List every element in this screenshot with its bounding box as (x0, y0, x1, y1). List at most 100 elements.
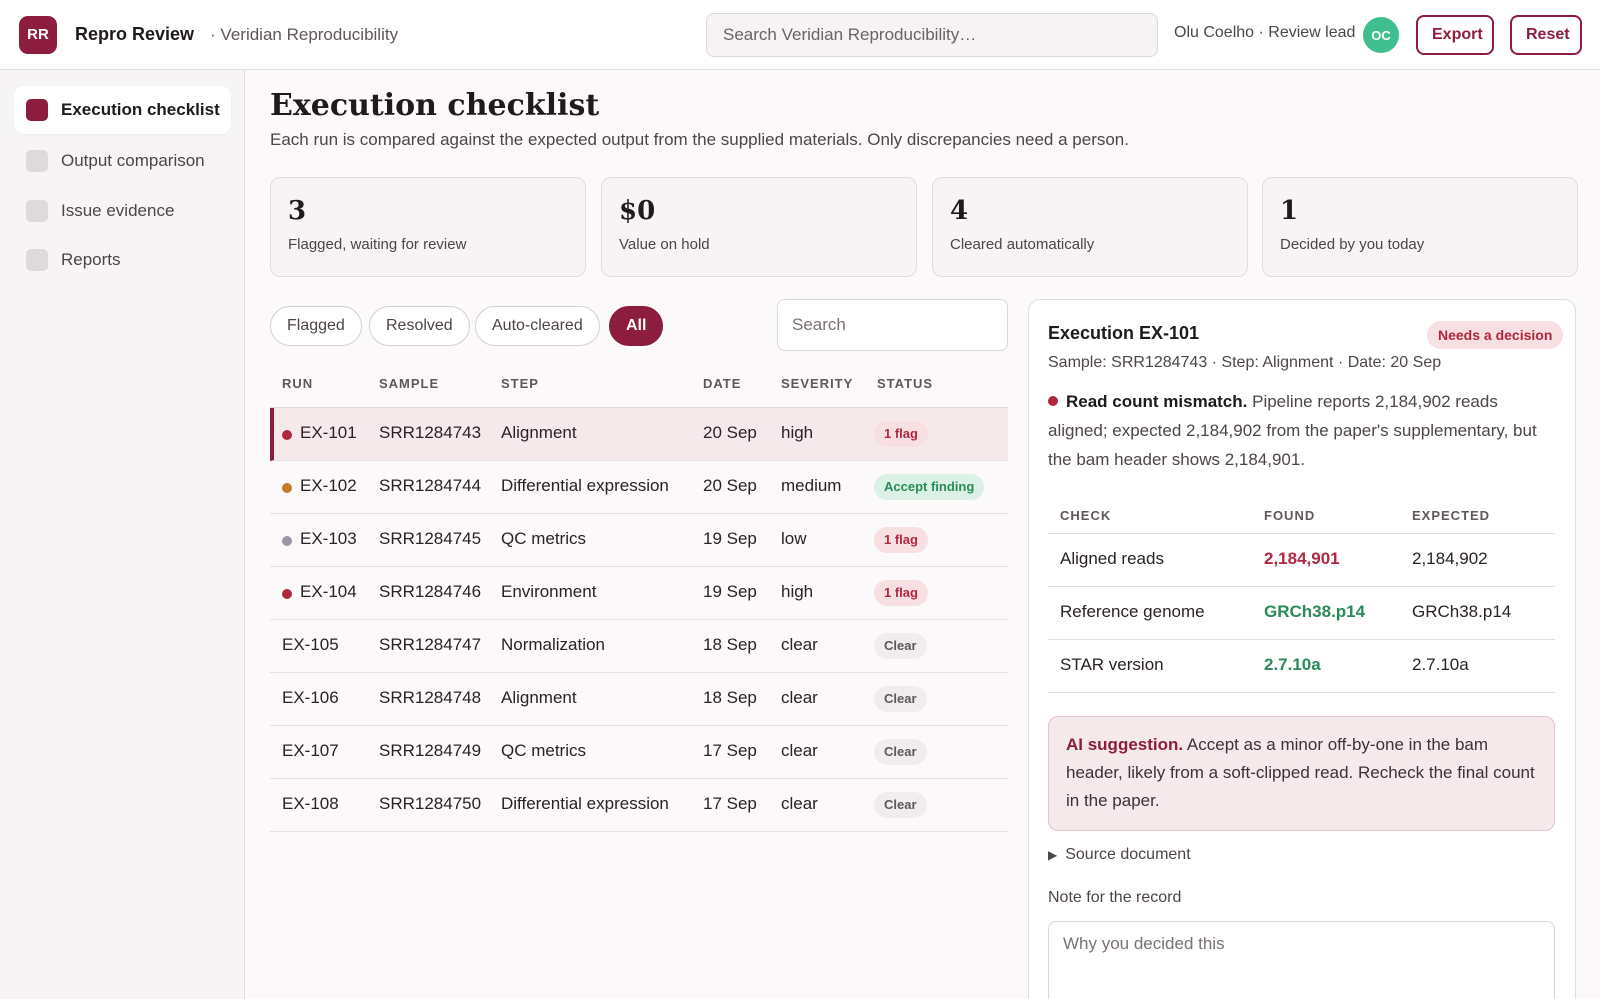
cell-severity: medium (781, 476, 842, 495)
user-name: Olu Coelho · Review lead (1174, 24, 1356, 41)
table-row[interactable]: EX-101 SRR1284743 Alignment 20 Sep high 1 fla… (270, 408, 1008, 461)
cell-severity: clear (781, 741, 818, 760)
check-found: GRCh38.p14 (1264, 602, 1366, 621)
table-row[interactable]: EX-108 SRR1284750 Differential expression 1… (270, 779, 1008, 832)
sidebar-item-execution-checklist[interactable]: Execution checklist (14, 86, 231, 134)
app-name: Repro Review (75, 24, 195, 44)
note-field[interactable] (1048, 921, 1555, 999)
detail-meta: Sample: SRR1284743 · Step: Alignment · D… (1048, 354, 1442, 371)
cell-run: EX-104 (300, 582, 357, 601)
check-expected: GRCh38.p14 (1412, 602, 1512, 621)
column-header-step[interactable]: STEP (501, 376, 539, 391)
cell-severity: clear (781, 635, 818, 654)
cell-severity: high (781, 423, 814, 442)
sidebar-item-issue-evidence[interactable]: Issue evidence (14, 187, 231, 235)
table-row[interactable]: EX-105 SRR1284747 Normalization 18 Sep clear… (270, 620, 1008, 673)
column-header-run[interactable]: RUN (282, 376, 314, 391)
table-row[interactable]: EX-106 SRR1284748 Alignment 18 Sep clear Clea… (270, 673, 1008, 726)
cell-date: 18 Sep (703, 688, 757, 707)
filter-flagged[interactable]: Flagged (270, 306, 362, 346)
filter-all[interactable]: All (609, 306, 664, 346)
app-logo: RR (19, 15, 57, 54)
sidebar-item-label: Output comparison (61, 151, 205, 170)
table-row[interactable]: EX-107 SRR1284749 QC metrics 17 Sep clear Cle… (270, 726, 1008, 779)
table-row[interactable]: EX-102 SRR1284744 Differential expression 2… (270, 461, 1008, 514)
top-bar: RR Repro Review · Veridian Reproducibili… (0, 0, 1600, 70)
page-title: Execution checklist (270, 88, 600, 123)
severity-dot-icon (282, 430, 292, 440)
sidebar-item-label: Execution checklist (61, 100, 220, 119)
ai-suggestion: AI suggestion. Accept as a minor off-by-… (1048, 716, 1555, 831)
table-row[interactable]: EX-104 SRR1284746 Environment 19 Sep high 1 f… (270, 567, 1008, 620)
cell-step: QC metrics (501, 529, 586, 548)
stat-value: 4 (950, 196, 969, 226)
status-badge: 1 flag (874, 421, 928, 447)
status-badge: Clear (874, 792, 927, 818)
severity-dot-icon (282, 589, 292, 599)
cell-step: QC metrics (501, 741, 586, 760)
sidebar-item-label: Issue evidence (61, 201, 175, 220)
cell-step: Environment (501, 582, 597, 601)
check-name: STAR version (1060, 655, 1164, 674)
source-document-toggle[interactable]: ▶ Source document (1048, 846, 1191, 864)
stat-label: Value on hold (619, 236, 710, 253)
page-subtitle: Each run is compared against the expecte… (270, 130, 1129, 149)
table-row[interactable]: EX-103 SRR1284745 QC metrics 19 Sep low 1 fla… (270, 514, 1008, 567)
detail-title: Execution EX-101 (1048, 323, 1200, 343)
stat-card-cleared: 4 Cleared automatically (932, 177, 1248, 277)
cell-sample: SRR1284744 (379, 476, 482, 495)
nav-square-icon (26, 200, 48, 222)
severity-dot-icon (282, 483, 292, 493)
export-button[interactable]: Export (1416, 15, 1494, 55)
stat-value: $0 (619, 196, 656, 226)
check-expected: 2,184,902 (1412, 549, 1488, 568)
cell-date: 17 Sep (703, 741, 757, 760)
note-label: Note for the record (1048, 889, 1182, 906)
disclosure-triangle-icon: ▶ (1048, 848, 1058, 862)
stat-card-flagged: 3 Flagged, waiting for review (270, 177, 586, 277)
stat-card-decided: 1 Decided by you today (1262, 177, 1578, 277)
check-expected: 2.7.10a (1412, 655, 1469, 674)
filter-resolved[interactable]: Resolved (369, 306, 470, 346)
cell-run: EX-108 (282, 794, 339, 813)
check-column-header: CHECK (1060, 508, 1112, 523)
severity-dot-icon (282, 536, 292, 546)
expected-column-header: EXPECTED (1412, 508, 1491, 523)
column-header-severity[interactable]: SEVERITY (781, 376, 854, 391)
sidebar-item-label: Reports (61, 250, 121, 269)
sidebar-item-output-comparison[interactable]: Output comparison (14, 137, 231, 185)
avatar[interactable]: OC (1363, 17, 1399, 53)
severity-dot-icon (1048, 396, 1058, 406)
check-row: Reference genome GRCh38.p14 GRCh38.p14 (1048, 587, 1555, 640)
column-header-status[interactable]: STATUS (877, 376, 934, 391)
status-badge: Clear (874, 739, 927, 765)
sidebar-item-reports[interactable]: Reports (14, 236, 231, 284)
column-header-date[interactable]: DATE (703, 376, 742, 391)
cell-severity: low (781, 529, 807, 548)
stat-value: 1 (1280, 196, 1299, 226)
stat-label: Cleared automatically (950, 236, 1095, 253)
column-header-sample[interactable]: SAMPLE (379, 376, 440, 391)
status-badge: 1 flag (874, 580, 928, 606)
cell-sample: SRR1284745 (379, 529, 482, 548)
issue-title: Read count mismatch. (1066, 392, 1248, 411)
cell-step: Alignment (501, 688, 577, 707)
nav-square-icon (26, 249, 48, 271)
global-search-input[interactable] (706, 13, 1158, 57)
check-found: 2,184,901 (1264, 549, 1340, 568)
cell-date: 19 Sep (703, 582, 757, 601)
status-badge: Needs a decision (1427, 321, 1564, 349)
cell-step: Alignment (501, 423, 577, 442)
cell-run: EX-106 (282, 688, 339, 707)
stat-label: Decided by you today (1280, 236, 1425, 253)
source-document-label: Source document (1065, 846, 1191, 863)
cell-run: EX-105 (282, 635, 339, 654)
filter-auto-cleared[interactable]: Auto-cleared (475, 306, 600, 346)
detail-panel: Execution EX-101 Needs a decision Sample… (1028, 299, 1576, 999)
cell-run: EX-101 (300, 423, 357, 442)
check-name: Reference genome (1060, 602, 1205, 621)
table-search-input[interactable] (777, 299, 1008, 351)
cell-run: EX-102 (300, 476, 357, 495)
reset-button[interactable]: Reset (1510, 15, 1582, 55)
cell-severity: clear (781, 794, 818, 813)
